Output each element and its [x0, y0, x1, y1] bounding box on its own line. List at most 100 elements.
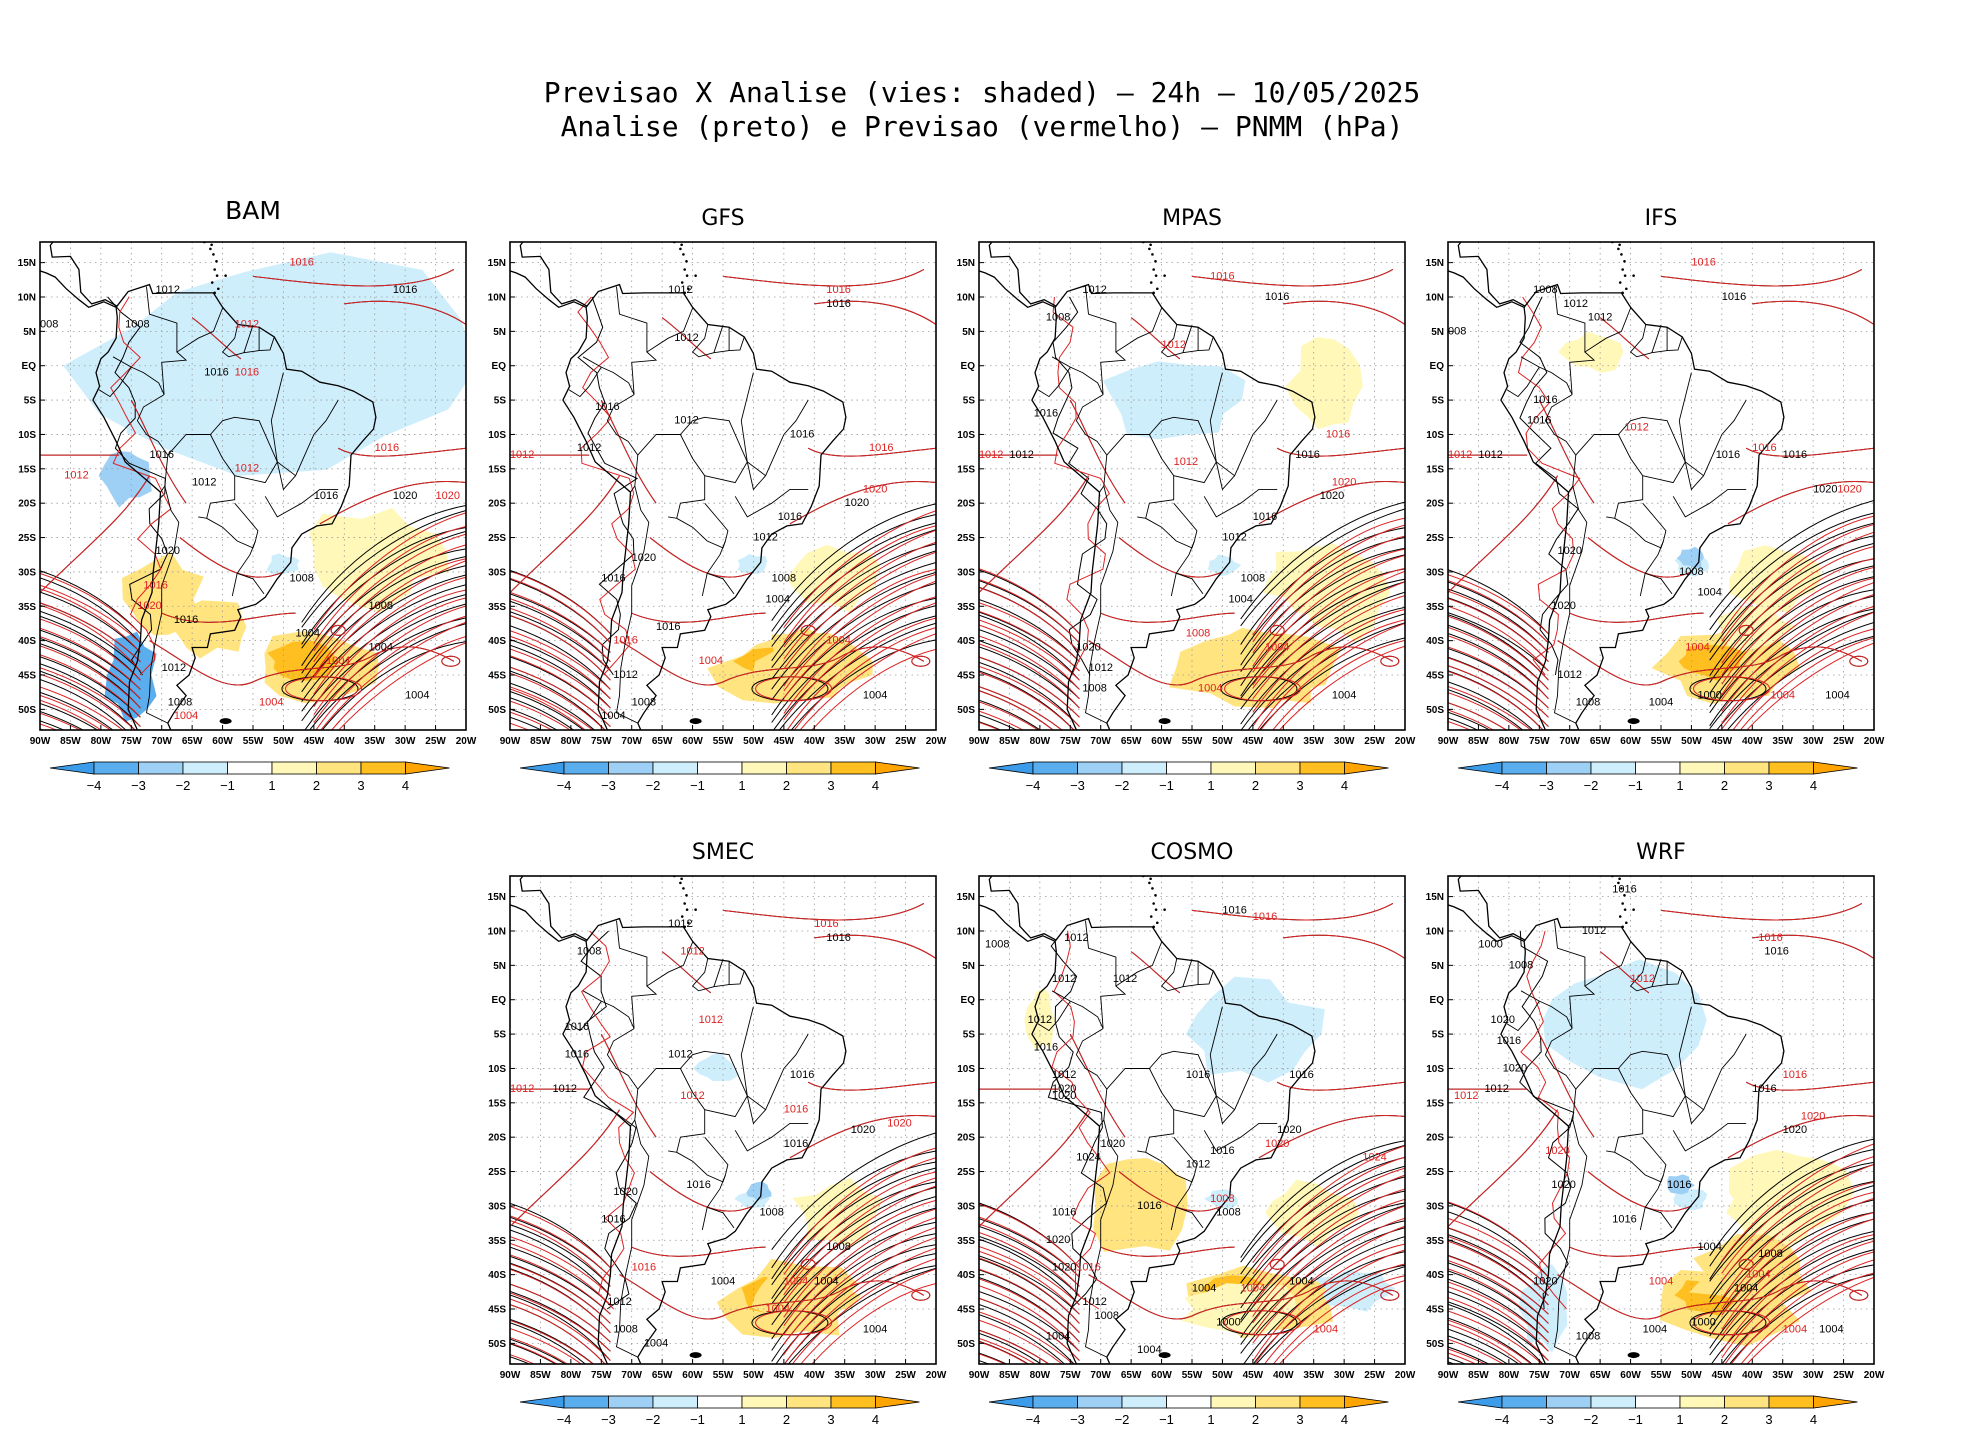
lon-tick-label: 30W: [395, 736, 416, 747]
colorbar-label: −2: [646, 1412, 661, 1427]
island: [685, 259, 688, 263]
lon-tick-label: 90W: [969, 1370, 990, 1381]
colorbar-arrow-high: [1813, 761, 1858, 775]
island: [1625, 921, 1628, 925]
lat-tick-label: 50S: [1426, 705, 1444, 716]
lat-tick-label: 45S: [1426, 671, 1444, 682]
lon-tick-label: 20W: [1395, 736, 1416, 747]
colorbar-swatch: [830, 761, 876, 775]
lat-tick-label: 10N: [957, 292, 975, 303]
isobar-label: 1020: [863, 483, 887, 495]
isobar-label: 1004: [296, 628, 320, 640]
colorbar-swatch: [1724, 761, 1770, 775]
contour-labels: 1016 1016 1012 1008 1012 1012 1016 1016 1012 1012…: [510, 918, 912, 1349]
lat-tick-label: 10N: [488, 292, 506, 303]
isobar-label: 1020: [1101, 1138, 1125, 1150]
isobar-label: 1004: [1734, 1282, 1758, 1294]
island: [683, 925, 686, 929]
lon-tick-label: 65W: [652, 736, 673, 747]
lat-tick-label: 10N: [18, 292, 36, 303]
colorbar-swatch: [1032, 761, 1078, 775]
lat-tick-label: 35S: [957, 602, 975, 613]
lon-tick-label: 25W: [895, 1370, 916, 1381]
lat-tick-label: 15S: [488, 464, 506, 475]
colorbar-label: 3: [827, 778, 834, 793]
isobar-label: 1016: [1186, 1069, 1210, 1081]
island: [1149, 243, 1152, 247]
lon-tick-label: 45W: [774, 736, 795, 747]
isobar-label: 1016: [784, 1104, 808, 1116]
island: [1621, 291, 1624, 295]
lat-tick-label: 45S: [488, 1305, 506, 1316]
isobar-label: 1016: [790, 1069, 814, 1081]
figure-title-line2: Analise (preto) e Previsao (vermelho) — …: [560, 110, 1404, 143]
colorbar-swatch: [1635, 761, 1681, 775]
colorbar-swatch: [1768, 761, 1814, 775]
lon-tick-label: 45W: [304, 736, 325, 747]
island: [215, 274, 219, 277]
falkland-islands: [219, 718, 232, 725]
lon-tick-label: 35W: [364, 736, 385, 747]
country-borders: [1506, 286, 1747, 724]
isobar-label: 1012: [1448, 449, 1472, 461]
isobar-label: 1004: [644, 1337, 668, 1349]
panel-title-smec: SMEC: [691, 840, 755, 865]
lat-tick-label: 5N: [1431, 961, 1444, 972]
isobar-label: 1012: [1624, 421, 1648, 433]
island: [683, 902, 686, 905]
colorbar-label: 4: [402, 778, 409, 793]
lon-tick-label: 30W: [1803, 1370, 1824, 1381]
lat-tick-label: 25S: [1426, 533, 1444, 544]
lat-tick-label: 10S: [488, 430, 506, 441]
isobar-label: 1016: [1691, 257, 1715, 269]
colorbar-label: 4: [1810, 778, 1817, 793]
isobar-label: 1008: [1576, 696, 1600, 708]
colorbar-label: 4: [1341, 1412, 1348, 1427]
colorbar-label: −4: [557, 1412, 572, 1427]
lon-tick-label: 60W: [1151, 736, 1172, 747]
lat-tick-label: 40S: [957, 1270, 975, 1281]
lon-tick-label: 55W: [713, 736, 734, 747]
lat-tick-label: 45S: [18, 671, 36, 682]
island: [680, 915, 684, 918]
isobar-label: 1016: [1326, 428, 1350, 440]
isobar-label: 1012: [1082, 284, 1106, 296]
lat-tick-label: 15S: [1426, 1098, 1444, 1109]
island: [1621, 268, 1624, 271]
lat-tick-label: 15N: [1426, 892, 1444, 903]
colorbar-swatch: [1299, 761, 1345, 775]
bias-shade: [1676, 546, 1704, 568]
isobar-label: 1012: [1028, 1014, 1052, 1026]
isobar-label: 1012: [553, 1083, 577, 1095]
colorbar-label: −1: [1159, 1412, 1174, 1427]
isobar-label: 1004: [1046, 1330, 1070, 1342]
lon-tick-label: 30W: [1334, 736, 1355, 747]
bias-shade: [1542, 959, 1707, 1090]
isobar-label: 1004: [1314, 1324, 1338, 1336]
lon-tick-label: 55W: [1651, 736, 1672, 747]
lat-tick-label: 30S: [18, 567, 36, 578]
lat-tick-label: 30S: [488, 1201, 506, 1212]
colorbar-label: 2: [1252, 1412, 1259, 1427]
isobar-label: 1004: [1241, 1282, 1265, 1294]
colorbar-label: −3: [131, 778, 146, 793]
lat-tick-label: 45S: [957, 671, 975, 682]
lon-tick-label: 25W: [1833, 1370, 1854, 1381]
colorbar-swatch: [1121, 761, 1167, 775]
colorbar-swatch: [563, 761, 609, 775]
falkland-islands: [1158, 1352, 1171, 1359]
isobar-label: 1016: [1210, 270, 1234, 282]
isobar-label: 1004: [1783, 1324, 1807, 1336]
isobar-label: 1004: [1649, 1275, 1673, 1287]
lon-tick-label: 70W: [1559, 736, 1580, 747]
lon-tick-label: 55W: [713, 1370, 734, 1381]
isobar-label: 1004: [863, 1324, 887, 1336]
lon-tick-label: 80W: [1499, 1370, 1520, 1381]
panel-title-bam: BAM: [225, 196, 281, 225]
isobar-label: 1016: [613, 635, 637, 647]
isobar-label: 1016: [149, 449, 173, 461]
lon-tick-label: 40W: [1742, 736, 1763, 747]
island: [682, 253, 685, 256]
colorbar-label: −1: [220, 778, 235, 793]
